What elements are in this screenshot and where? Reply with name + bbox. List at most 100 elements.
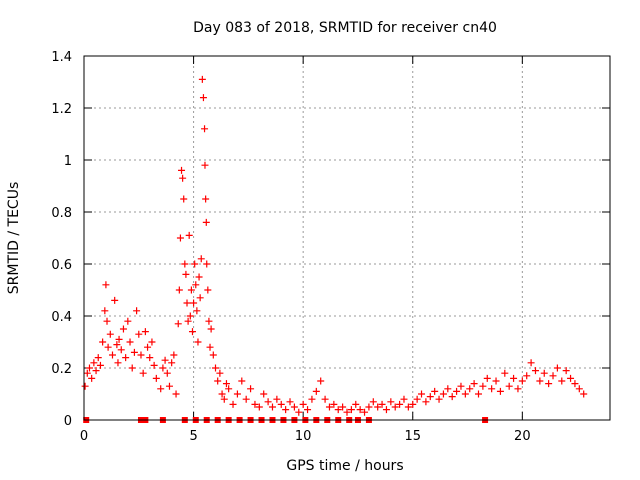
data-point [207, 325, 215, 333]
y-tick-label: 0.2 [51, 362, 72, 377]
data-point [101, 307, 109, 315]
data-point [317, 377, 325, 385]
data-point [505, 382, 513, 390]
data-point [352, 400, 360, 408]
data-point [540, 369, 548, 377]
data-point [178, 166, 186, 174]
data-point [448, 393, 456, 401]
data-point [163, 369, 171, 377]
data-point [85, 364, 93, 372]
data-point [558, 377, 566, 385]
data-point [260, 390, 268, 398]
data-point [453, 387, 461, 395]
data-point [251, 400, 259, 408]
data-point [141, 328, 149, 336]
data-point [273, 395, 281, 403]
data-point [264, 398, 272, 406]
data-point [170, 351, 178, 359]
data-point [114, 359, 122, 367]
data-point [404, 403, 412, 411]
data-point [81, 382, 89, 390]
data-point [222, 380, 230, 388]
data-point [580, 390, 588, 398]
data-point [150, 361, 158, 369]
data-point [470, 380, 478, 388]
x-tick-label: 10 [295, 429, 312, 444]
data-point [514, 385, 522, 393]
data-point [201, 125, 209, 133]
data-point [218, 390, 226, 398]
data-point [312, 387, 320, 395]
data-point [396, 400, 404, 408]
data-point [99, 338, 107, 346]
grid-lines [84, 56, 610, 420]
data-point [190, 299, 198, 307]
data-point [382, 406, 390, 414]
y-tick-label: 1.2 [51, 102, 72, 117]
data-point [180, 195, 188, 203]
data-point [295, 408, 303, 416]
data-point [409, 400, 417, 408]
data-point [391, 403, 399, 411]
data-point [422, 398, 430, 406]
data-point [179, 174, 187, 182]
data-point [172, 390, 180, 398]
data-point [181, 260, 189, 268]
data-point [400, 395, 408, 403]
data-point [426, 393, 434, 401]
data-point [334, 406, 342, 414]
data-point [168, 359, 176, 367]
data-point [466, 385, 474, 393]
data-point [214, 377, 222, 385]
data-point [575, 385, 583, 393]
data-point [233, 390, 241, 398]
data-point [133, 307, 141, 315]
data-point [88, 374, 96, 382]
data-point [146, 354, 154, 362]
data-point [220, 395, 228, 403]
data-point [113, 341, 121, 349]
x-tick-label: 15 [404, 429, 421, 444]
data-point [356, 406, 364, 414]
data-point [479, 382, 487, 390]
data-point [202, 195, 210, 203]
data-point [347, 406, 355, 414]
data-point [238, 377, 246, 385]
data-point [204, 286, 212, 294]
data-point [545, 380, 553, 388]
data-point [242, 395, 250, 403]
data-point [496, 387, 504, 395]
x-axis-label: GPS time / hours [286, 458, 403, 474]
data-point [247, 385, 255, 393]
data-point [96, 361, 104, 369]
data-point [369, 398, 377, 406]
data-point [413, 395, 421, 403]
data-point [209, 351, 217, 359]
data-point [378, 400, 386, 408]
data-point [205, 317, 213, 325]
data-point [483, 374, 491, 382]
data-point [135, 330, 143, 338]
data-point [148, 338, 156, 346]
y-tick-label: 1 [64, 154, 72, 169]
data-point [185, 231, 193, 239]
data-point [198, 75, 206, 83]
data-point [229, 400, 237, 408]
data-point [206, 343, 214, 351]
data-point [195, 273, 203, 281]
data-point [330, 400, 338, 408]
data-point [374, 403, 382, 411]
data-point [365, 403, 373, 411]
data-point [104, 343, 112, 351]
data-point [130, 348, 138, 356]
data-point [216, 369, 224, 377]
data-point [492, 377, 500, 385]
data-point [461, 390, 469, 398]
data-point [321, 395, 329, 403]
data-point [117, 346, 125, 354]
data-point [126, 338, 134, 346]
data-point [186, 312, 194, 320]
data-point [439, 390, 447, 398]
data-point [90, 359, 98, 367]
